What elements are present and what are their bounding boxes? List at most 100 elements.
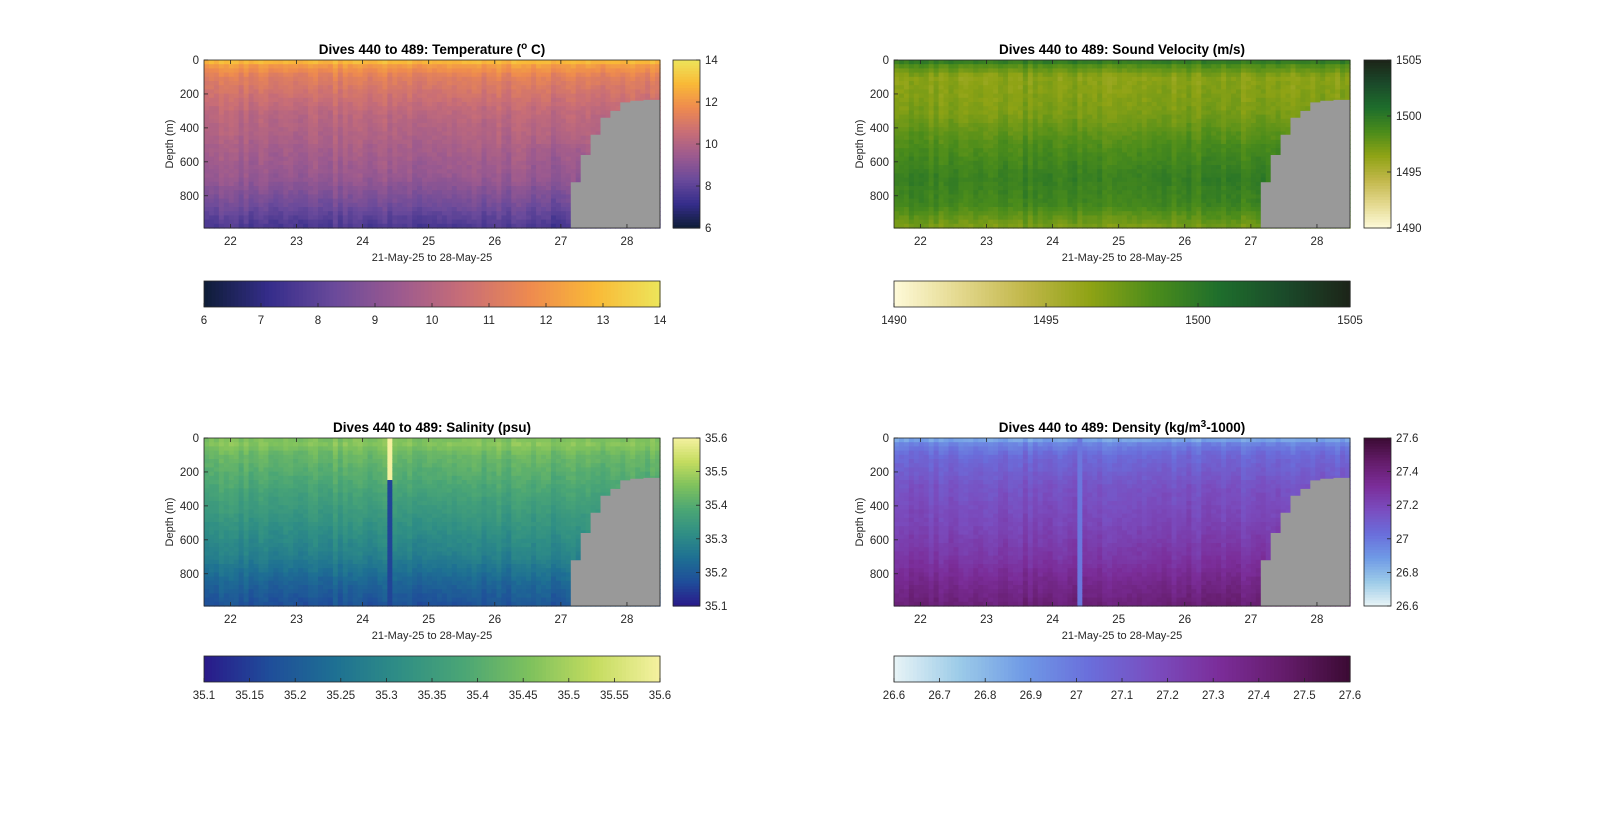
- heatmap-cell: [898, 181, 905, 187]
- heatmap-cell: [993, 89, 999, 95]
- heatmap-cell: [918, 181, 925, 187]
- heatmap-cell: [367, 160, 374, 166]
- heatmap-cell: [998, 114, 1004, 120]
- x-tick-label: 27: [554, 236, 567, 248]
- heatmap-cell: [605, 76, 612, 82]
- heatmap-cell: [288, 106, 294, 111]
- heatmap-cell: [293, 81, 299, 86]
- colorbar-swatch: [382, 281, 387, 307]
- heatmap-cell: [903, 165, 910, 170]
- heatmap-cell: [898, 186, 905, 191]
- heatmap-cell: [491, 223, 498, 229]
- heatmap-cell: [958, 219, 964, 225]
- heatmap-cell: [258, 177, 265, 183]
- heatmap-cell: [565, 207, 572, 212]
- heatmap-cell: [347, 106, 354, 111]
- heatmap-cell: [263, 127, 270, 132]
- heatmap-cell: [541, 85, 547, 90]
- heatmap-cell: [342, 152, 349, 158]
- heatmap-cell: [407, 165, 413, 170]
- heatmap-cell: [476, 156, 483, 162]
- heatmap-cell: [278, 202, 284, 208]
- heatmap-cell: [432, 194, 438, 200]
- heatmap-cell: [451, 215, 458, 221]
- heatmap-cell: [978, 207, 984, 212]
- heatmap-cell: [337, 160, 344, 166]
- heatmap-cell: [367, 81, 374, 86]
- heatmap-cell: [228, 169, 235, 174]
- heatmap-cell: [352, 186, 359, 191]
- heatmap-cell: [983, 68, 989, 74]
- heatmap-cell: [998, 177, 1004, 183]
- heatmap-cell: [402, 144, 408, 149]
- heatmap-cell: [347, 81, 354, 86]
- heatmap-cell: [655, 68, 661, 74]
- heatmap-cell: [943, 97, 950, 103]
- heatmap-cell: [441, 186, 448, 191]
- colorbar-swatch: [435, 281, 441, 307]
- heatmap-cell: [417, 215, 423, 221]
- heatmap-cell: [352, 211, 359, 216]
- heatmap-cell: [392, 160, 398, 166]
- heatmap-cell: [303, 165, 309, 170]
- heatmap-cell: [521, 72, 527, 78]
- heatmap-cell: [238, 72, 245, 78]
- heatmap-cell: [263, 215, 270, 221]
- heatmap-cell: [908, 207, 915, 212]
- heatmap-cell: [283, 152, 289, 158]
- heatmap-cell: [303, 148, 309, 153]
- heatmap-cell: [635, 72, 641, 78]
- heatmap-cell: [417, 97, 423, 103]
- heatmap-cell: [456, 106, 463, 111]
- heatmap-cell: [417, 194, 423, 200]
- heatmap-cell: [998, 93, 1004, 99]
- heatmap-cell: [894, 198, 900, 204]
- heatmap-cell: [1022, 135, 1029, 141]
- heatmap-cell: [1012, 148, 1019, 153]
- heatmap-cell: [491, 156, 498, 162]
- heatmap-cell: [1008, 72, 1014, 78]
- heatmap-cell: [943, 114, 950, 120]
- heatmap-cell: [948, 211, 955, 216]
- heatmap-cell: [352, 97, 359, 103]
- heatmap-cell: [585, 131, 592, 137]
- heatmap-cell: [1017, 177, 1024, 183]
- heatmap-cell: [610, 89, 616, 95]
- heatmap-cell: [288, 64, 294, 69]
- heatmap-cell: [327, 202, 334, 208]
- heatmap-cell: [218, 219, 225, 225]
- heatmap-cell: [1012, 160, 1019, 166]
- chart-title: Dives 440 to 489: Sound Velocity (m/s): [999, 42, 1245, 57]
- heatmap-cell: [565, 127, 572, 132]
- heatmap-cell: [412, 81, 418, 86]
- heatmap-cell: [903, 177, 910, 183]
- heatmap-cell: [441, 169, 448, 174]
- heatmap-cell: [273, 102, 279, 107]
- heatmap-cell: [913, 89, 920, 95]
- heatmap-cell: [223, 144, 230, 149]
- heatmap-cell: [223, 135, 230, 141]
- heatmap-cell: [595, 97, 602, 103]
- heatmap-cell: [441, 64, 448, 69]
- heatmap-cell: [511, 102, 517, 107]
- heatmap-cell: [372, 131, 379, 137]
- heatmap-cell: [546, 139, 552, 145]
- heatmap-cell: [427, 165, 433, 170]
- heatmap-cell: [293, 114, 299, 120]
- heatmap-cell: [1012, 114, 1019, 120]
- heatmap-cell: [372, 93, 379, 99]
- heatmap-cell: [352, 93, 359, 99]
- heatmap-cell: [352, 72, 359, 78]
- heatmap-cell: [208, 72, 215, 78]
- heatmap-cell: [1017, 160, 1024, 166]
- heatmap-cell: [973, 64, 979, 69]
- heatmap-cell: [352, 194, 359, 200]
- heatmap-cell: [943, 215, 950, 221]
- heatmap-cell: [993, 152, 999, 158]
- heatmap-cell: [1017, 148, 1024, 153]
- heatmap-cell: [436, 102, 443, 107]
- heatmap-cell: [243, 110, 250, 116]
- heatmap-cell: [923, 207, 930, 212]
- heatmap-cell: [988, 93, 994, 99]
- heatmap-cell: [481, 118, 488, 124]
